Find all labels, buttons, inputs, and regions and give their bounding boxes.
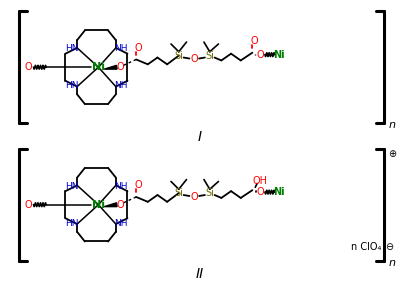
Text: O: O: [250, 36, 258, 46]
Text: HN: HN: [65, 44, 79, 53]
Text: HN: HN: [65, 182, 79, 191]
Polygon shape: [104, 203, 117, 207]
Text: ⊖: ⊖: [385, 242, 393, 252]
Text: NH: NH: [114, 81, 127, 90]
Text: O: O: [117, 200, 124, 210]
Text: O: O: [256, 50, 264, 60]
Text: NH: NH: [114, 44, 127, 53]
Text: Si: Si: [205, 51, 214, 61]
Text: O: O: [190, 192, 198, 202]
Text: NH: NH: [114, 218, 127, 228]
Text: O: O: [256, 187, 264, 197]
Polygon shape: [104, 65, 117, 69]
Text: Ni: Ni: [273, 187, 284, 197]
Text: II: II: [196, 267, 204, 281]
Text: HN: HN: [65, 218, 79, 228]
Text: n: n: [388, 120, 395, 130]
Text: O: O: [25, 200, 32, 210]
Text: OH: OH: [252, 175, 267, 185]
Text: NH: NH: [114, 182, 127, 191]
Text: Si: Si: [175, 188, 183, 198]
Text: HN: HN: [65, 81, 79, 90]
Text: O: O: [134, 43, 142, 53]
Text: ⊕: ⊕: [388, 149, 396, 159]
Text: O: O: [117, 62, 124, 72]
Text: O: O: [134, 180, 142, 190]
Text: n: n: [388, 258, 395, 268]
Text: Ni: Ni: [273, 50, 284, 60]
Text: Si: Si: [175, 51, 183, 61]
Text: Ni: Ni: [92, 62, 105, 72]
Text: I: I: [198, 130, 202, 144]
Text: Ni: Ni: [92, 200, 105, 210]
Text: O: O: [25, 62, 32, 72]
Text: n ClO₄: n ClO₄: [351, 242, 382, 252]
Text: O: O: [190, 55, 198, 65]
Text: Si: Si: [205, 188, 214, 198]
